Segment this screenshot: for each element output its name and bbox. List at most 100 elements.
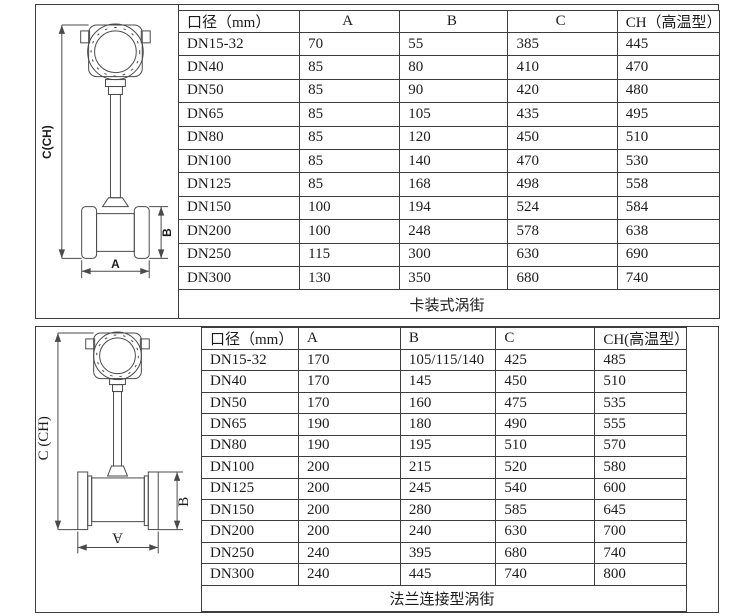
- dim-cell: 680: [495, 541, 596, 565]
- transmitter-head-icon: [85, 331, 150, 381]
- wafer-section: C(CH) B A: [35, 4, 721, 319]
- column-header: 口径（mm）: [177, 10, 301, 33]
- spec-row: DN100 85 140 470 530: [177, 148, 721, 174]
- dimension-c: C (CH): [36, 332, 94, 531]
- dim-cell: 445: [616, 31, 721, 57]
- column-header: A: [299, 10, 401, 33]
- dim-cell: 300: [399, 242, 509, 267]
- dim-label-a: A: [112, 530, 123, 546]
- wafer-spec-table: 口径（mm） A B C CH（高温型） DN15-32 70 55 385 445 DN40 85 8…: [177, 10, 721, 319]
- dim-cell: 480: [616, 78, 721, 104]
- dim-cell: 630: [507, 242, 618, 267]
- column-header: 口径（mm）: [201, 327, 299, 350]
- dimension-b: B: [149, 206, 174, 259]
- dim-cell: 740: [616, 265, 721, 291]
- table-footer-label: 卡装式涡街: [178, 289, 720, 319]
- dim-cell: 85: [299, 125, 401, 150]
- column-header: B: [399, 10, 509, 33]
- dim-cell: 435: [507, 102, 618, 127]
- dim-cell: 85: [299, 55, 401, 80]
- spec-row: DN65 190 180 490 555: [201, 413, 687, 436]
- dim-cell: 535: [594, 391, 687, 415]
- size-cell: DN15-32: [177, 31, 301, 57]
- dim-cell: 240: [399, 520, 497, 543]
- size-cell: DN150: [177, 195, 301, 221]
- size-cell: DN15-32: [201, 348, 299, 372]
- dim-cell: 510: [594, 370, 687, 393]
- dim-cell: 425: [495, 348, 596, 372]
- dim-cell: 690: [616, 242, 721, 267]
- flange-flowmeter-svg: C (CH) B A: [36, 331, 192, 554]
- dim-cell: 470: [507, 148, 618, 174]
- footer-row: 法兰连接型涡街: [201, 584, 687, 613]
- dim-label-c: C (CH): [36, 416, 52, 460]
- dim-cell: 170: [298, 348, 401, 372]
- dim-label-c: C(CH): [40, 125, 54, 159]
- dim-cell: 120: [399, 125, 509, 150]
- dim-label-b: B: [176, 497, 192, 507]
- table-footer-label: 法兰连接型涡街: [201, 584, 687, 613]
- dim-cell: 680: [507, 265, 618, 291]
- dim-cell: 245: [399, 477, 497, 500]
- size-cell: DN150: [201, 498, 299, 522]
- size-cell: DN40: [177, 55, 301, 80]
- dim-cell: 145: [399, 370, 497, 393]
- column-header: B: [399, 327, 497, 350]
- dim-cell: 630: [495, 520, 596, 543]
- dim-cell: 170: [298, 391, 401, 415]
- dim-cell: 450: [495, 370, 596, 393]
- spec-row: DN40 85 80 410 470: [177, 55, 721, 80]
- spec-row: DN15-32 170 105/115/140 425 485: [201, 348, 687, 372]
- dim-cell: 520: [495, 456, 596, 479]
- dim-cell: 700: [594, 520, 687, 543]
- spec-row: DN150 100 194 524 584: [177, 195, 721, 221]
- column-header: CH(高温型）: [594, 327, 687, 350]
- dim-cell: 490: [495, 413, 596, 436]
- dim-cell: 55: [399, 31, 509, 57]
- spec-row: DN250 115 300 630 690: [177, 242, 721, 267]
- dim-cell: 140: [399, 148, 509, 174]
- dim-cell: 558: [616, 172, 721, 197]
- wafer-flowmeter-svg: C(CH) B A: [40, 23, 174, 279]
- size-cell: DN250: [177, 242, 301, 267]
- column-header: C: [495, 327, 596, 350]
- dim-cell: 570: [594, 434, 687, 458]
- dim-cell: 410: [507, 55, 618, 80]
- dim-cell: 510: [495, 434, 596, 458]
- dim-cell: 524: [507, 195, 618, 221]
- size-cell: DN65: [201, 413, 299, 436]
- dim-cell: 385: [507, 31, 618, 57]
- dim-cell: 510: [616, 125, 721, 150]
- dim-cell: 450: [507, 125, 618, 150]
- spec-row: DN200 200 240 630 700: [201, 520, 687, 543]
- dim-cell: 100: [299, 219, 401, 244]
- dim-cell: 80: [399, 55, 509, 80]
- header-row: 口径（mm） A B C CH(高温型）: [201, 327, 687, 350]
- dim-cell: 200: [298, 520, 401, 543]
- dim-cell: 100: [299, 195, 401, 221]
- dim-cell: 248: [399, 219, 509, 244]
- dim-cell: 495: [616, 102, 721, 127]
- size-cell: DN100: [177, 148, 301, 174]
- dim-cell: 215: [399, 456, 497, 479]
- dim-cell: 194: [399, 195, 509, 221]
- spec-row: DN50 170 160 475 535: [201, 391, 687, 415]
- dim-cell: 530: [616, 148, 721, 174]
- stem-icon: [106, 378, 129, 477]
- dim-cell: 190: [298, 434, 401, 458]
- dim-cell: 90: [399, 78, 509, 104]
- size-cell: DN100: [201, 456, 299, 479]
- spec-row: DN80 85 120 450 510: [177, 125, 721, 150]
- dim-cell: 580: [594, 456, 687, 479]
- dim-cell: 85: [299, 78, 401, 104]
- size-cell: DN65: [177, 102, 301, 127]
- wafer-body-icon: [81, 206, 150, 259]
- dim-cell: 420: [507, 78, 618, 104]
- wafer-flowmeter-drawing: C(CH) B A: [36, 5, 179, 318]
- flange-body-icon: [77, 471, 159, 531]
- dim-cell: 240: [298, 563, 401, 586]
- transmitter-head-icon: [80, 23, 151, 81]
- flange-spec-table: 口径（mm） A B C CH(高温型） DN15-32 170 105/115/140 425…: [201, 327, 687, 613]
- dim-cell: 240: [298, 541, 401, 565]
- dim-cell: 70: [299, 31, 401, 57]
